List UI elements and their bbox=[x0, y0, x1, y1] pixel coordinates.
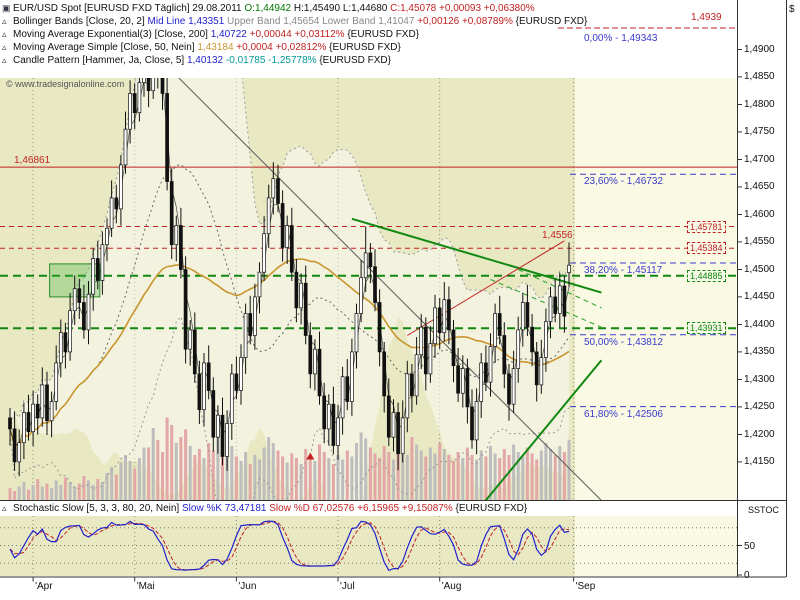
hammer-marker[interactable] bbox=[306, 452, 315, 460]
legend-panel bbox=[0, 0, 556, 76]
green-support-rising bbox=[484, 359, 603, 500]
main-plot-layer bbox=[0, 78, 737, 500]
green-channel-dash-a bbox=[490, 278, 602, 328]
candles-layer bbox=[8, 78, 571, 477]
stochastic-layer bbox=[0, 520, 737, 572]
